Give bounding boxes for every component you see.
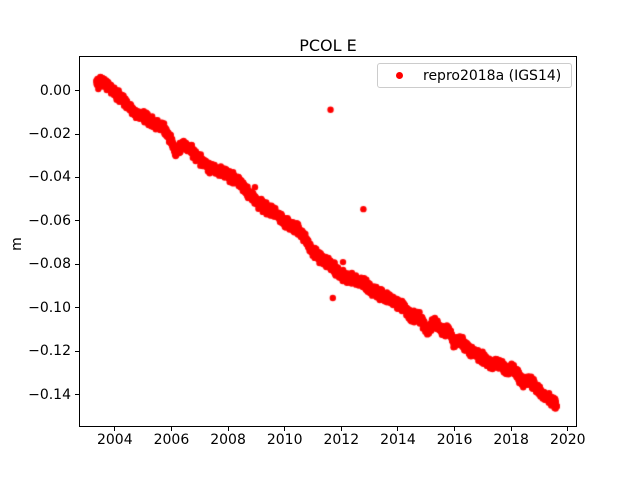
y-tick — [75, 90, 79, 92]
chart-title: PCOL E — [299, 36, 357, 55]
y-tick — [75, 176, 79, 178]
x-tick-label: 2020 — [549, 432, 586, 448]
y-tick — [75, 394, 79, 396]
y-tick — [75, 220, 79, 222]
y-tick — [75, 307, 79, 309]
x-tick-label: 2018 — [493, 432, 529, 448]
y-axis-label: m — [9, 237, 25, 251]
legend-marker-icon — [396, 72, 403, 79]
x-tick-label: 2016 — [436, 432, 473, 448]
x-tick — [114, 427, 116, 431]
x-tick — [454, 427, 456, 431]
x-tick-label: 2010 — [266, 432, 303, 448]
x-tick-label: 2012 — [323, 432, 360, 448]
y-tick-label: −0.04 — [28, 169, 71, 186]
legend-label: repro2018a (IGS14) — [423, 67, 562, 84]
y-tick — [75, 263, 79, 265]
x-tick-label: 2014 — [380, 432, 416, 448]
x-tick-label: 2004 — [96, 432, 133, 448]
y-tick-label: −0.14 — [28, 386, 71, 403]
x-tick-label: 2008 — [210, 432, 246, 448]
y-tick — [75, 350, 79, 352]
x-tick — [567, 427, 569, 431]
x-tick — [170, 427, 172, 431]
x-tick — [227, 427, 229, 431]
y-tick-label: −0.10 — [28, 299, 71, 316]
y-tick-label: −0.06 — [28, 212, 71, 229]
y-tick-label: 0.00 — [39, 82, 71, 99]
x-tick — [284, 427, 286, 431]
legend: repro2018a (IGS14) — [377, 63, 572, 88]
x-tick — [397, 427, 399, 431]
x-tick-label: 2006 — [153, 432, 190, 448]
y-tick-label: −0.08 — [28, 256, 71, 273]
y-tick-label: −0.12 — [28, 343, 71, 360]
y-tick-label: −0.02 — [28, 126, 71, 143]
x-tick — [510, 427, 512, 431]
scatter-canvas — [80, 57, 576, 426]
x-tick — [340, 427, 342, 431]
y-tick — [75, 133, 79, 135]
